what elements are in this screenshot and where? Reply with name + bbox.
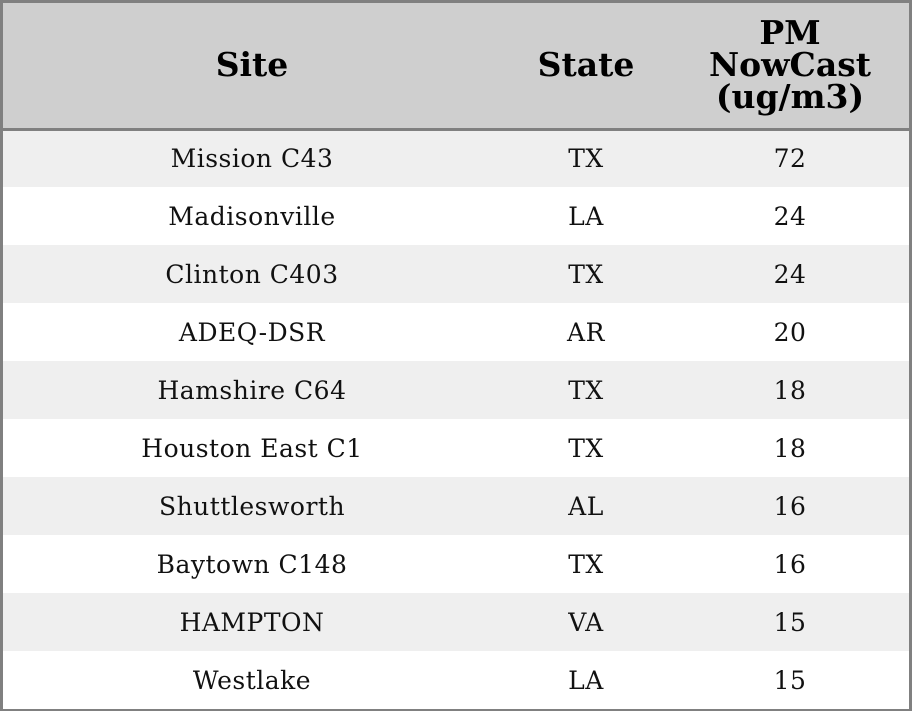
cell-site: Hamshire C64	[157, 375, 347, 405]
cell-state: LA	[568, 665, 604, 695]
table-body: Mission C43 TX 72 Madisonville LA 24 Clinton C…	[3, 129, 909, 709]
table-row: ADEQ-DSR AR 20	[3, 303, 909, 361]
table-row: Houston East C1 TX 18	[3, 419, 909, 477]
column-header-site: Site	[3, 3, 501, 131]
cell-pm-nowcast: 16	[773, 491, 807, 521]
column-header-pm-nowcast: PM NowCast (ug/m3)	[671, 3, 909, 131]
cell-pm-nowcast: 15	[773, 665, 807, 695]
cell-site: HAMPTON	[179, 607, 325, 637]
table-row: Mission C43 TX 72	[3, 129, 909, 187]
table-row: Shuttlesworth AL 16	[3, 477, 909, 535]
cell-site: Clinton C403	[165, 259, 339, 289]
cell-pm-nowcast: 72	[773, 144, 807, 174]
cell-site: Baytown C148	[156, 549, 348, 579]
column-header-pm-line-1: PM	[759, 13, 821, 53]
cell-state: LA	[568, 201, 604, 231]
cell-pm-nowcast: 16	[773, 549, 807, 579]
table-row: Hamshire C64 TX 18	[3, 361, 909, 419]
table-row: Westlake LA 15	[3, 651, 909, 709]
cell-state: TX	[568, 144, 604, 174]
cell-pm-nowcast: 18	[773, 375, 807, 405]
column-header-pm-line-2: NowCast	[708, 45, 872, 85]
cell-site: Madisonville	[168, 201, 336, 231]
table-row: Clinton C403 TX 24	[3, 245, 909, 303]
cell-site: ADEQ-DSR	[178, 317, 326, 347]
table-row: Baytown C148 TX 16	[3, 535, 909, 593]
cell-site: Houston East C1	[141, 433, 363, 463]
table-header: Site State PM NowCast (ug/m3)	[3, 3, 909, 131]
cell-pm-nowcast: 18	[773, 433, 807, 463]
cell-state: AL	[568, 491, 604, 521]
cell-state: VA	[568, 607, 604, 637]
pm-nowcast-table: Site State PM NowCast (ug/m3) Mission C4…	[3, 3, 909, 709]
cell-state: TX	[568, 549, 604, 579]
column-header-state: State	[501, 3, 671, 131]
header-row: Site State PM NowCast (ug/m3)	[3, 3, 909, 131]
cell-pm-nowcast: 15	[773, 607, 807, 637]
cell-pm-nowcast: 20	[773, 317, 807, 347]
cell-site: Westlake	[192, 665, 312, 695]
cell-pm-nowcast: 24	[773, 259, 807, 289]
table-row: Madisonville LA 24	[3, 187, 909, 245]
cell-site: Shuttlesworth	[158, 491, 346, 521]
cell-site: Mission C43	[170, 144, 334, 174]
cell-state: TX	[568, 259, 604, 289]
cell-state: AR	[567, 317, 605, 347]
cell-state: TX	[568, 433, 604, 463]
cell-pm-nowcast: 24	[773, 201, 807, 231]
column-header-pm-line-3: (ug/m3)	[715, 77, 865, 117]
table-row: HAMPTON VA 15	[3, 593, 909, 651]
cell-state: TX	[568, 375, 604, 405]
